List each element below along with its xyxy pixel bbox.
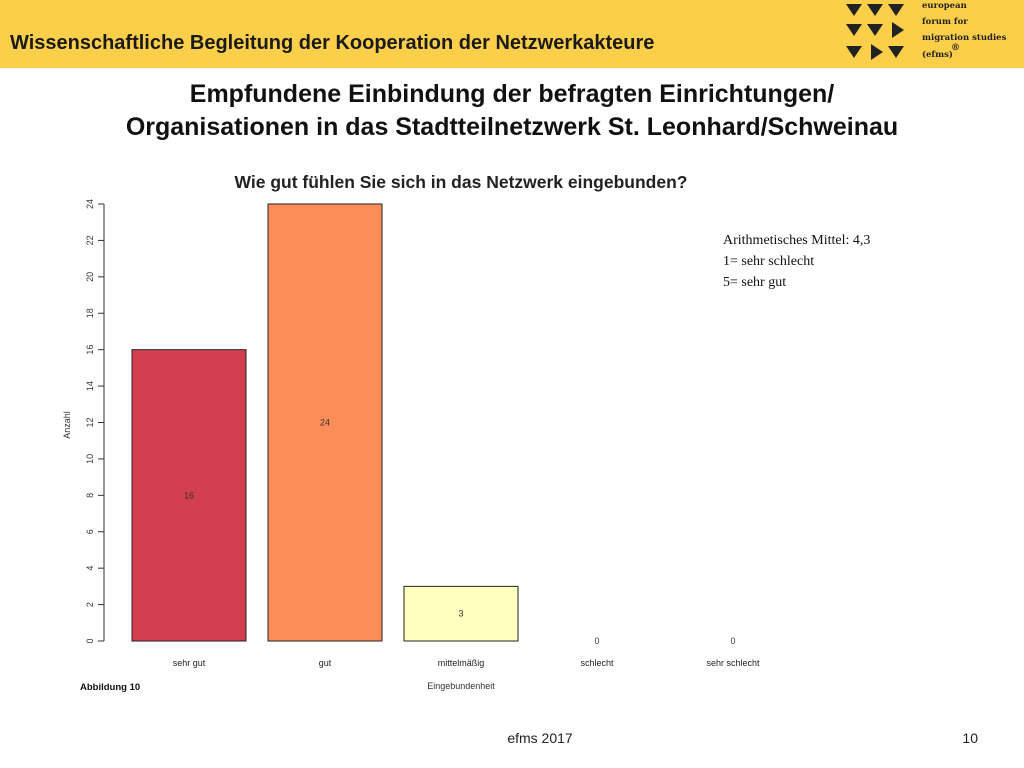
- data-label: 16: [184, 490, 194, 500]
- bar: [403, 585, 519, 642]
- header-bar: Wissenschaftliche Begleitung der Koopera…: [0, 0, 1024, 68]
- logo-line-4: (efms): [922, 50, 953, 60]
- y-tick-label: 22: [85, 235, 95, 245]
- page-number: 10: [962, 730, 978, 746]
- logo-line-1: european: [922, 1, 967, 11]
- y-tick-label: 18: [85, 308, 95, 318]
- chart-note: Arithmetisches Mittel: 4,3 1= sehr schle…: [723, 230, 870, 293]
- y-tick-label: 0: [85, 638, 95, 643]
- note-scale-low: 1= sehr schlecht: [723, 254, 815, 269]
- x-tick-label: sehr schlecht: [706, 658, 760, 668]
- y-tick-label: 24: [85, 199, 95, 209]
- y-tick-label: 4: [85, 566, 95, 571]
- y-tick-label: 20: [85, 272, 95, 282]
- chart-title: Wie gut fühlen Sie sich in das Netzwerk …: [234, 172, 688, 192]
- data-label: 24: [320, 418, 330, 428]
- y-axis-title: Anzahl: [62, 411, 72, 439]
- x-tick-label: sehr gut: [173, 658, 206, 668]
- data-label: 0: [594, 636, 599, 646]
- slide-title-line-1: Empfundene Einbindung der befragten Einr…: [189, 80, 835, 108]
- footer-source: efms 2017: [507, 730, 573, 746]
- y-tick-label: 8: [85, 493, 95, 498]
- header-title: Wissenschaftliche Begleitung der Koopera…: [10, 32, 655, 54]
- data-label: 0: [730, 636, 735, 646]
- x-tick-label: mittelmäßig: [438, 658, 485, 668]
- y-tick-label: 12: [85, 417, 95, 427]
- bar: [267, 203, 383, 642]
- y-tick-label: 14: [85, 381, 95, 391]
- note-mean: Arithmetisches Mittel: 4,3: [723, 233, 871, 248]
- x-tick-label: schlecht: [580, 658, 614, 668]
- x-tick-label: gut: [319, 658, 332, 668]
- y-tick-label: 16: [85, 345, 95, 355]
- efms-logo: european forum for migration studies (ef…: [840, 0, 1024, 68]
- logo-line-2: forum for: [922, 17, 968, 27]
- slide-title-line-2: Organisationen in das Stadtteilnetzwerk …: [125, 113, 899, 141]
- logo-line-3: migration studies: [922, 33, 1007, 43]
- data-label: 3: [458, 609, 463, 619]
- efms-logo-mark: [846, 4, 904, 60]
- y-tick-label: 10: [85, 454, 95, 464]
- bar: [131, 349, 247, 642]
- slide-title: Empfundene Einbindung der befragten Einr…: [0, 78, 1024, 144]
- y-tick-label: 2: [85, 602, 95, 607]
- x-axis-title: Eingebundenheit: [427, 681, 495, 691]
- registered-mark: ®: [951, 43, 960, 53]
- note-scale-high: 5= sehr gut: [723, 275, 787, 290]
- y-tick-label: 6: [85, 529, 95, 534]
- figure-label: Abbildung 10: [80, 682, 141, 693]
